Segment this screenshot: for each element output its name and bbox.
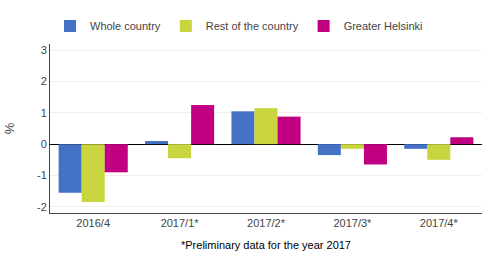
svg-text:-1: -1 bbox=[37, 169, 47, 181]
svg-text:2017/4*: 2017/4* bbox=[420, 217, 459, 229]
svg-text:2016/4: 2016/4 bbox=[76, 217, 110, 229]
svg-text:*Preliminary data for the year: *Preliminary data for the year 2017 bbox=[181, 239, 351, 251]
svg-text:2: 2 bbox=[41, 75, 47, 87]
svg-text:1: 1 bbox=[41, 107, 47, 119]
svg-text:0: 0 bbox=[41, 138, 47, 150]
svg-text:-2: -2 bbox=[37, 201, 47, 213]
svg-text:2017/3*: 2017/3* bbox=[333, 217, 372, 229]
svg-text:Greater Helsinki: Greater Helsinki bbox=[344, 20, 423, 32]
svg-text:Rest of the country: Rest of the country bbox=[206, 20, 299, 32]
svg-text:2017/2*: 2017/2* bbox=[247, 217, 286, 229]
svg-text:2017/1*: 2017/1* bbox=[161, 217, 200, 229]
svg-text:%: % bbox=[2, 122, 17, 134]
svg-text:Whole country: Whole country bbox=[90, 20, 161, 32]
svg-text:3: 3 bbox=[41, 44, 47, 56]
